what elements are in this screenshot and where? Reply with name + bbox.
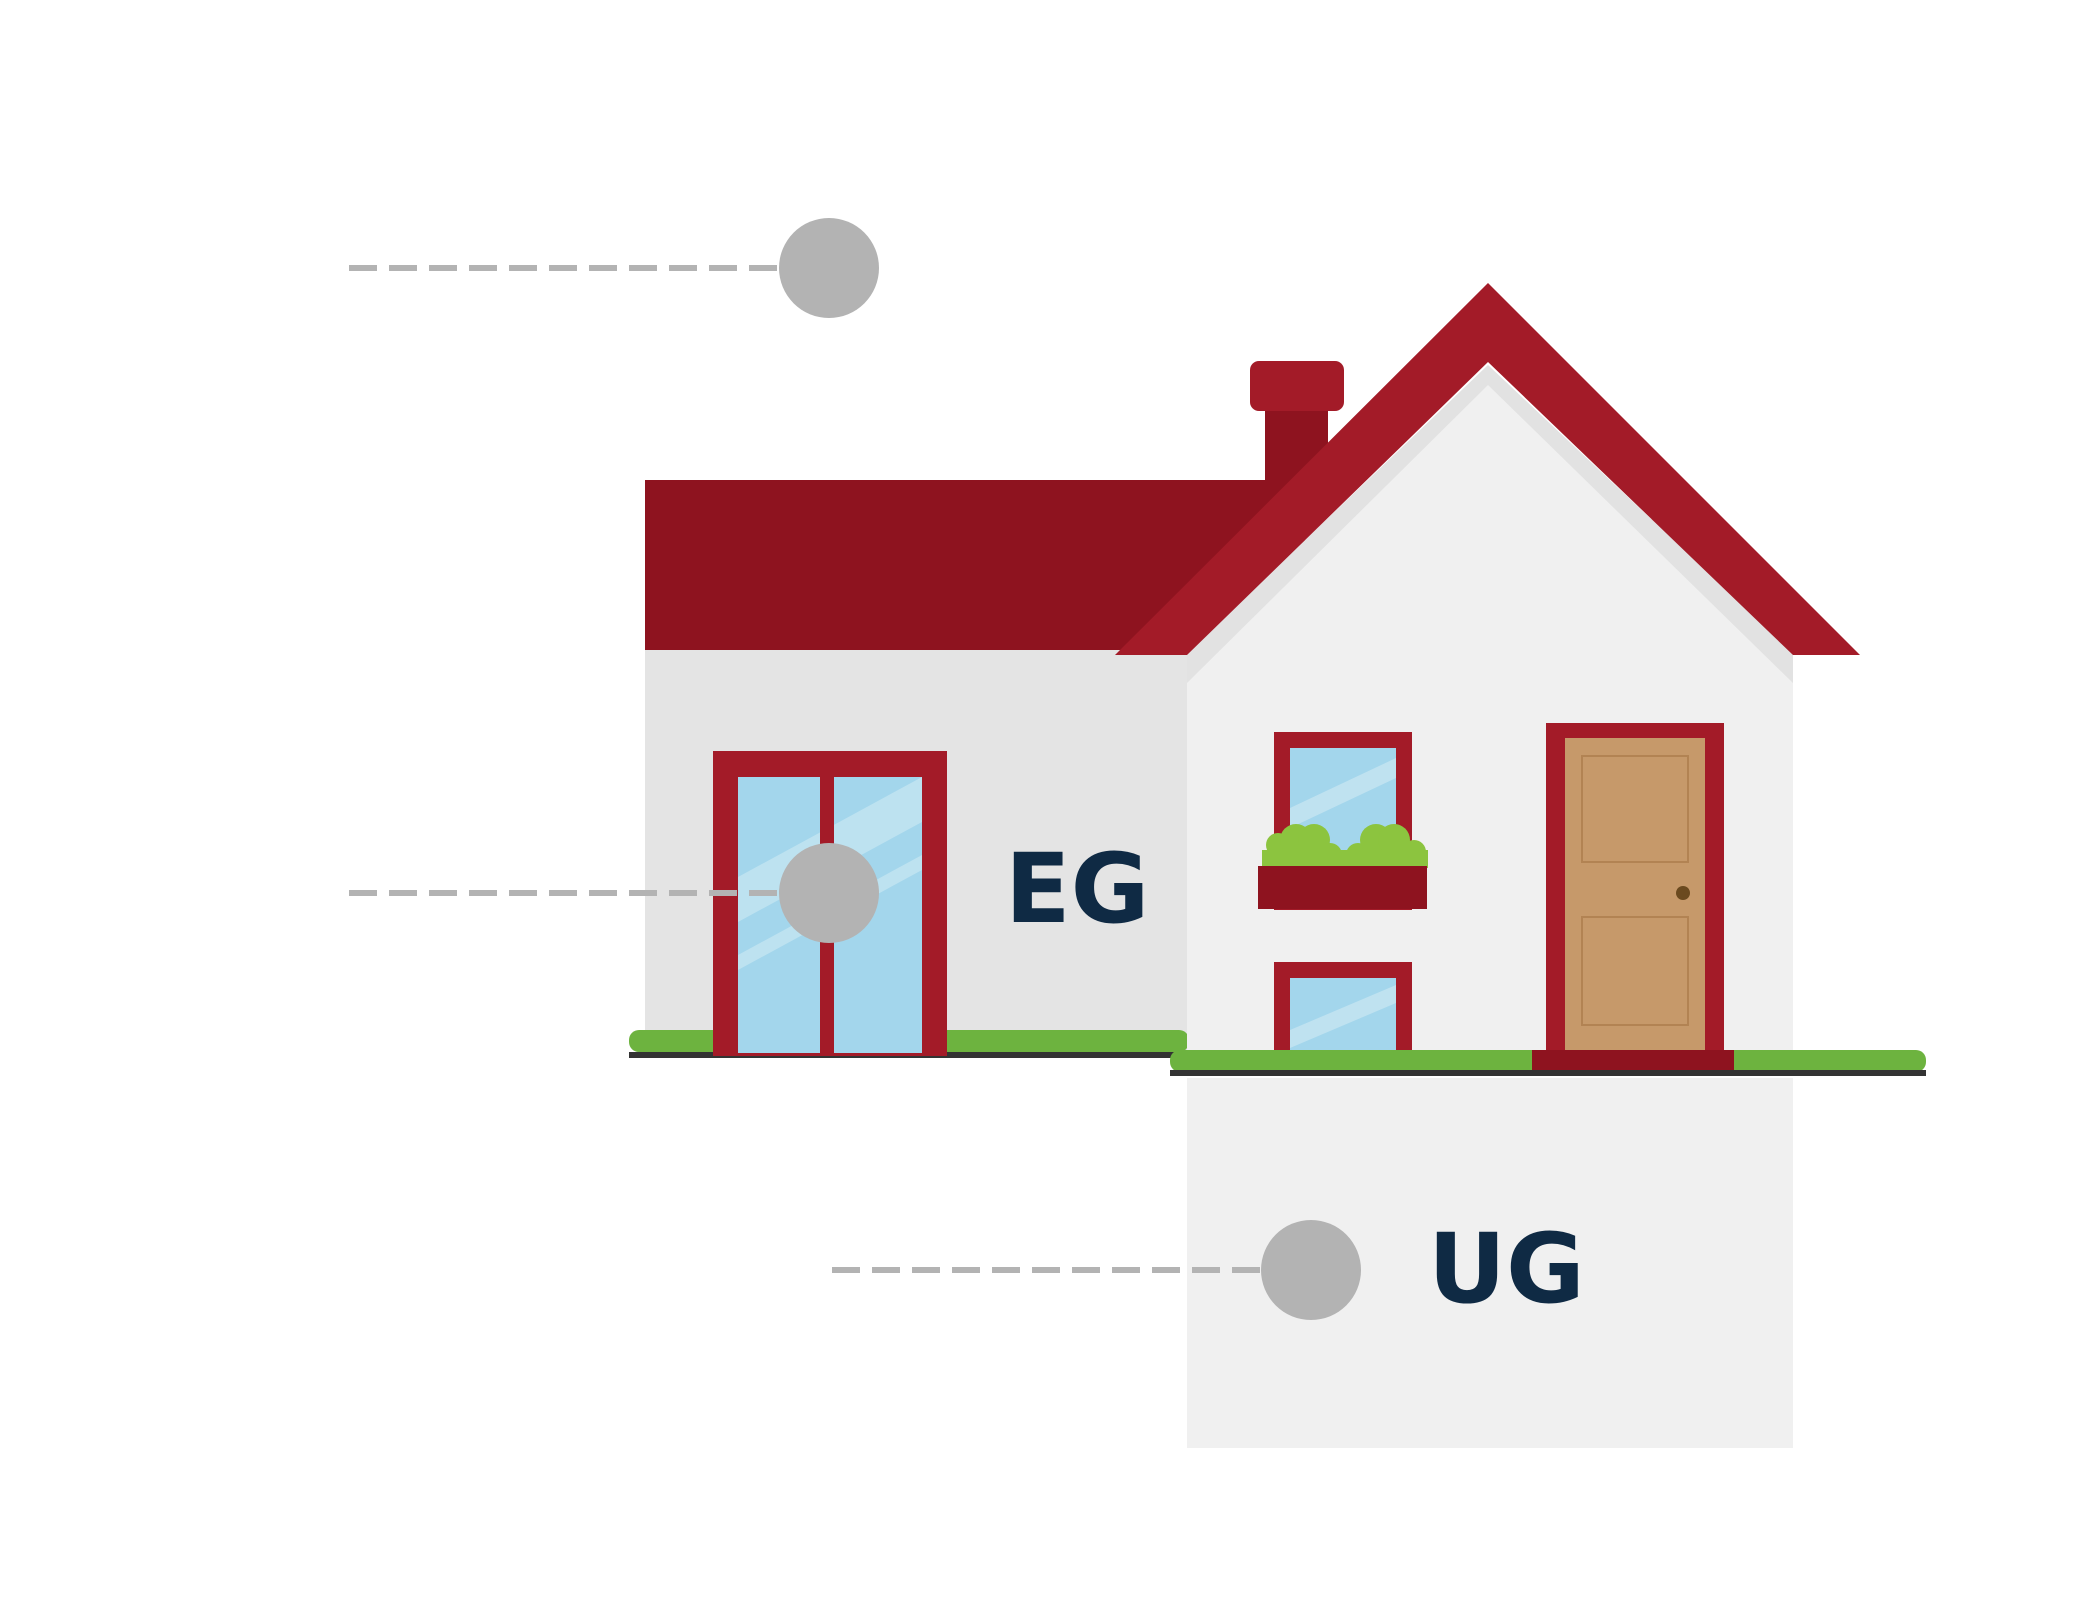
front-door-panel-top	[1581, 755, 1689, 863]
marker-roof	[349, 218, 879, 318]
marker-ground-floor: EG	[349, 833, 1149, 945]
marker-dot-basement	[1261, 1220, 1361, 1320]
chimney-cap	[1250, 361, 1344, 411]
lower-window-glare	[1290, 985, 1396, 1048]
floor-label-basement: UG	[1428, 1213, 1585, 1325]
upper-window-glare	[1290, 758, 1396, 828]
door-knob	[1676, 886, 1690, 900]
flower-box	[1258, 866, 1427, 909]
flower-plants	[1262, 824, 1428, 868]
gable-roof	[1115, 283, 1860, 655]
marker-basement: UG	[832, 1213, 1585, 1325]
main-ground-line	[1170, 1070, 1926, 1076]
front-door-panel-bottom	[1581, 916, 1689, 1026]
marker-dot-roof	[779, 218, 879, 318]
floor-label-ground-floor: EG	[1005, 833, 1149, 945]
marker-dot-ground-floor	[779, 843, 879, 943]
